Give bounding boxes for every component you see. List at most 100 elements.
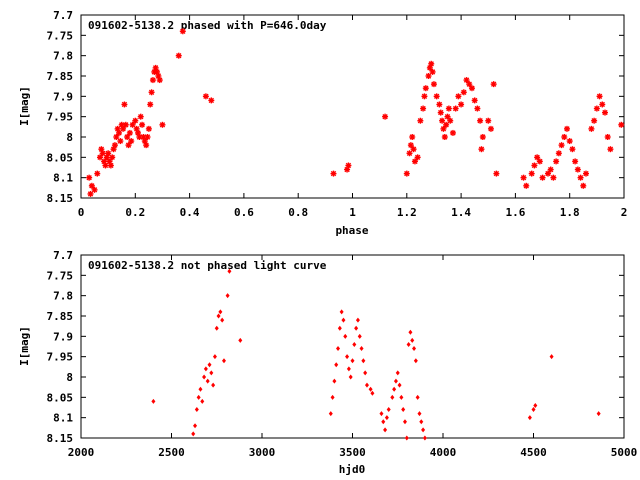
data-point <box>410 337 415 343</box>
unphased-light-curve-panel: 091602-5138.2 not phased light curve hjd… <box>18 249 637 476</box>
data-point <box>330 170 337 177</box>
data-point <box>148 89 155 96</box>
data-point <box>596 93 603 100</box>
data-point <box>392 386 397 392</box>
data-point <box>558 142 565 149</box>
data-point <box>348 374 353 380</box>
data-point <box>618 121 625 128</box>
y-tick-label: 7.75 <box>47 269 74 282</box>
data-point <box>574 166 581 173</box>
data-point <box>205 378 210 384</box>
data-point <box>328 411 333 417</box>
data-point <box>120 125 127 132</box>
data-point <box>354 325 359 331</box>
y-tick-label: 7.85 <box>47 70 74 83</box>
data-point <box>593 105 600 112</box>
data-point <box>414 154 421 161</box>
phased-light-curve-panel: 091602-5138.2 phased with P=646.0day pha… <box>18 9 627 237</box>
y-tick-label: 7.7 <box>53 9 73 22</box>
data-point <box>582 170 589 177</box>
data-point <box>218 309 223 315</box>
data-point <box>379 411 384 417</box>
x-tick-label: 0.2 <box>125 206 145 219</box>
x-tick-label: 0 <box>78 206 85 219</box>
data-point <box>343 333 348 339</box>
data-point <box>536 158 543 165</box>
data-point <box>124 134 131 140</box>
data-point <box>109 154 116 161</box>
data-point <box>194 407 199 413</box>
data-point <box>596 411 601 417</box>
x-tick-label: 2000 <box>68 446 95 459</box>
data-point <box>198 386 203 392</box>
data-point <box>116 129 123 136</box>
plot-title: 091602-5138.2 phased with P=646.0day <box>88 19 327 32</box>
data-point <box>196 394 201 400</box>
data-point <box>113 134 120 140</box>
data-point <box>531 407 536 413</box>
data-point <box>440 125 447 132</box>
data-point <box>550 174 557 181</box>
data-point <box>422 435 427 441</box>
data-point <box>111 142 118 149</box>
x-tick-label: 0.6 <box>234 206 254 219</box>
tick-group: 0 0.2 0.4 0.6 0.8 1 1.2 1.4 1.6 1.8 2 7.7 7.75 7.8 7.8… <box>47 9 628 219</box>
data-point <box>193 423 198 429</box>
data-point <box>350 358 355 364</box>
data-point <box>479 134 486 140</box>
data-point <box>487 125 494 132</box>
data-point <box>474 105 481 112</box>
data-point <box>383 427 388 433</box>
data-point <box>361 358 366 364</box>
data-point <box>399 394 404 400</box>
data-point <box>102 162 109 169</box>
data-point <box>156 77 163 84</box>
data-point <box>490 81 497 88</box>
data-point <box>463 77 470 84</box>
data-point <box>417 117 424 124</box>
data-point <box>368 386 373 392</box>
data-point <box>445 105 452 112</box>
data-point <box>444 113 451 120</box>
data-point <box>202 374 207 380</box>
data-point <box>544 170 551 177</box>
data-point <box>159 121 166 128</box>
y-tick-label: 8.15 <box>47 192 74 205</box>
x-tick-label: 1.8 <box>560 206 580 219</box>
data-point <box>200 398 205 404</box>
data-point <box>477 117 484 124</box>
x-tick-label: 3500 <box>339 446 366 459</box>
plot-title: 091602-5138.2 not phased light curve <box>88 259 327 272</box>
data-point <box>139 121 146 128</box>
data-point <box>393 378 398 384</box>
data-point <box>341 317 346 323</box>
data-point <box>458 101 465 108</box>
data-point <box>452 105 459 112</box>
x-tick-label: 0.8 <box>288 206 308 219</box>
data-point <box>395 370 400 376</box>
data-point <box>408 329 413 335</box>
data-point <box>225 293 230 299</box>
data-point <box>151 398 156 404</box>
data-point <box>563 125 570 132</box>
data-point <box>227 268 232 274</box>
data-point <box>412 346 417 352</box>
y-tick-label: 7.8 <box>53 290 73 303</box>
data-point <box>527 415 532 421</box>
data-point <box>355 317 360 323</box>
data-point <box>128 138 135 145</box>
plot-frame <box>80 14 625 199</box>
data-point <box>147 101 154 108</box>
data-point <box>179 28 186 35</box>
data-point <box>94 170 101 177</box>
data-point <box>202 93 209 100</box>
data-point <box>337 325 342 331</box>
data-point <box>433 93 440 100</box>
data-point <box>91 186 98 193</box>
data-point <box>214 325 219 331</box>
y-tick-label: 8.05 <box>47 151 74 164</box>
data-point <box>436 101 443 108</box>
data-point <box>428 60 435 67</box>
data-points <box>151 268 601 441</box>
